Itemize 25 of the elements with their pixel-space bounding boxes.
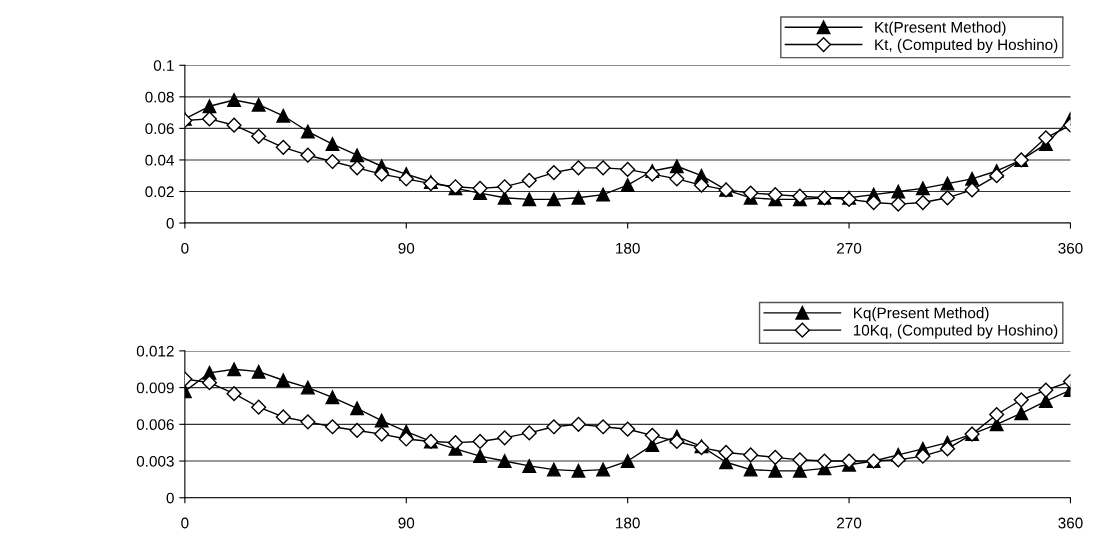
y-tick-label: 0.003 bbox=[136, 455, 174, 467]
y-tick-label: 0.06 bbox=[145, 123, 174, 135]
x-tick-label: 360 bbox=[1058, 517, 1083, 529]
legend-label: Kq(Present Method) bbox=[854, 307, 989, 322]
legend-label: Kt, (Computed by Hoshino) bbox=[875, 38, 1058, 54]
y-tick-label: 0 bbox=[166, 492, 174, 504]
legend-label: Kt(Present Method) bbox=[875, 21, 1006, 36]
x-tick-label: 90 bbox=[398, 517, 415, 529]
y-tick-label: 0.08 bbox=[145, 91, 174, 103]
y-tick-label: 0.04 bbox=[145, 154, 175, 166]
legend-label: 10Kq, (Computed by Hoshino) bbox=[853, 324, 1058, 339]
x-tick-label: 0 bbox=[181, 517, 189, 529]
y-tick-label: 0 bbox=[166, 217, 174, 229]
y-tick-label: 0.1 bbox=[153, 60, 174, 71]
x-tick-label: 360 bbox=[1058, 242, 1083, 254]
y-tick-label: 0.012 bbox=[136, 345, 174, 357]
x-tick-label: 180 bbox=[616, 242, 640, 254]
x-tick-label: 90 bbox=[398, 242, 415, 254]
x-tick-label: 270 bbox=[837, 517, 862, 529]
x-tick-label: 0 bbox=[181, 242, 189, 254]
y-tick-label: 0.006 bbox=[136, 419, 174, 431]
x-tick-label: 180 bbox=[616, 517, 640, 529]
y-tick-label: 0.009 bbox=[136, 382, 174, 394]
y-tick-label: 0.02 bbox=[145, 186, 174, 198]
x-tick-label: 270 bbox=[837, 242, 862, 254]
